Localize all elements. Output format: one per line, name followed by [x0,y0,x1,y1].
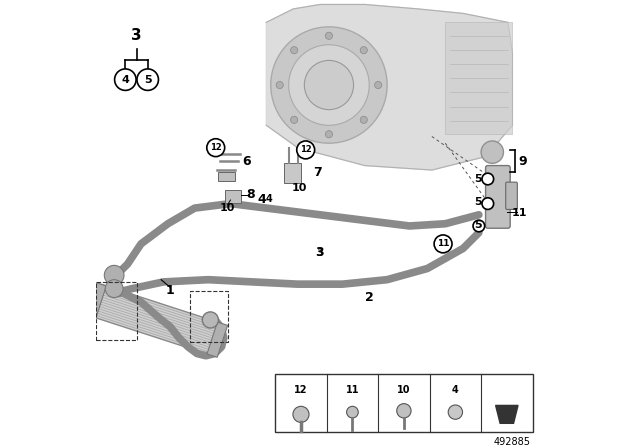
Circle shape [297,141,315,159]
Circle shape [271,27,387,143]
Text: 3: 3 [316,246,324,259]
Polygon shape [91,284,223,356]
Circle shape [291,47,298,54]
Bar [96,282,136,340]
Circle shape [293,406,309,422]
Bar [190,291,228,342]
Text: 5: 5 [474,220,481,230]
Text: 12: 12 [210,143,221,152]
Text: 6: 6 [242,155,250,168]
Circle shape [105,280,123,297]
Text: 5: 5 [474,174,481,184]
Circle shape [434,235,452,253]
Circle shape [115,69,136,90]
Circle shape [481,141,504,164]
Text: 492885: 492885 [493,437,531,447]
Circle shape [397,404,411,418]
Text: 3: 3 [131,28,142,43]
Polygon shape [495,405,518,423]
Bar [284,164,301,184]
Text: 5: 5 [144,75,152,85]
FancyBboxPatch shape [486,166,510,228]
FancyBboxPatch shape [506,182,517,209]
Text: 3: 3 [317,248,323,258]
Text: 11: 11 [437,239,449,248]
Circle shape [276,82,284,89]
Polygon shape [207,322,228,357]
Text: 7: 7 [314,166,322,179]
Circle shape [374,82,381,89]
Text: 10: 10 [292,183,308,193]
Text: 4: 4 [265,194,272,204]
Circle shape [473,220,484,232]
Circle shape [305,60,353,110]
Text: 5: 5 [474,197,481,207]
Text: 12: 12 [294,385,308,395]
Circle shape [482,173,493,185]
Text: 4: 4 [257,193,266,206]
Text: 11: 11 [511,207,527,218]
Polygon shape [445,22,513,134]
Text: 4: 4 [452,385,459,395]
Circle shape [104,265,124,285]
Polygon shape [266,4,513,170]
Bar [275,374,532,432]
Circle shape [448,405,463,419]
Text: 12: 12 [300,146,312,155]
Text: 9: 9 [519,155,527,168]
Text: 10: 10 [397,385,411,395]
Circle shape [482,198,493,209]
Circle shape [202,312,218,328]
Text: 1: 1 [166,284,175,297]
Circle shape [291,116,298,123]
Text: 4: 4 [122,75,129,85]
Bar [225,190,241,202]
Text: 11: 11 [346,385,359,395]
Text: 2: 2 [365,291,374,304]
Circle shape [325,131,333,138]
Circle shape [207,139,225,157]
Circle shape [137,69,159,90]
Circle shape [325,32,333,39]
Circle shape [347,406,358,418]
Polygon shape [86,283,106,318]
Circle shape [360,47,367,54]
Text: 10: 10 [220,203,235,213]
Circle shape [289,45,369,125]
Circle shape [360,116,367,123]
Bar [218,172,236,181]
Text: 8: 8 [246,188,255,201]
